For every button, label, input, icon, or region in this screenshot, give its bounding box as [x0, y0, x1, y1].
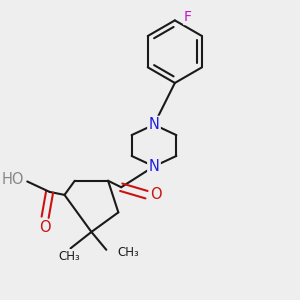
Text: HO: HO: [2, 172, 24, 188]
Text: O: O: [39, 220, 51, 235]
Text: CH₃: CH₃: [118, 246, 140, 259]
Text: O: O: [150, 187, 162, 202]
Text: N: N: [148, 159, 159, 174]
Text: N: N: [148, 117, 159, 132]
Text: F: F: [184, 11, 192, 24]
Text: CH₃: CH₃: [58, 250, 80, 263]
